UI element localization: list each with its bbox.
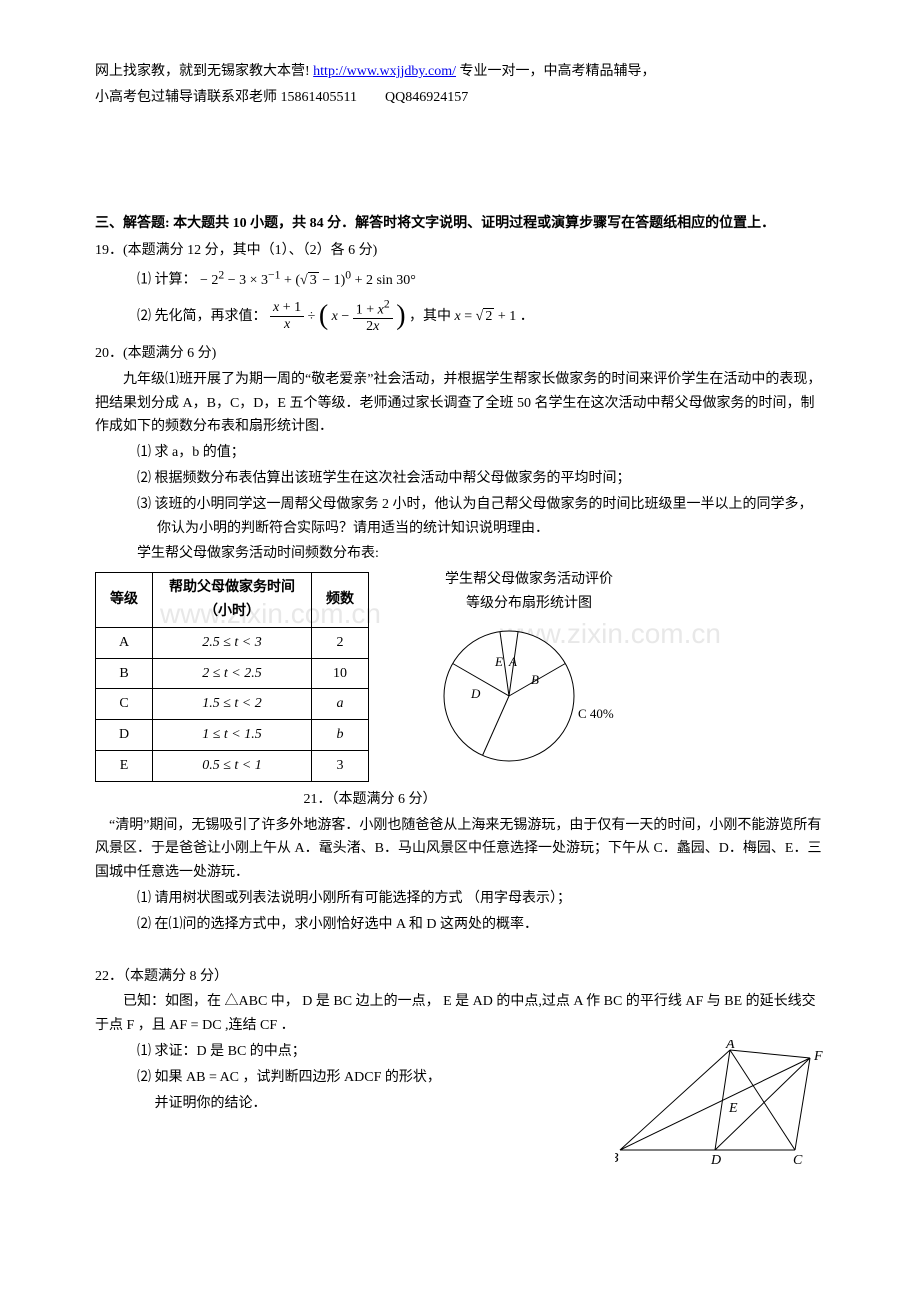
q20-body: 九年级⑴班开展了为期一周的“敬老爱亲”社会活动，并根据学生帮家长做家务的时间来评…	[95, 368, 825, 439]
header-link[interactable]: http://www.wxjjdby.com/	[313, 64, 456, 79]
svg-text:C 40%: C 40%	[578, 706, 614, 721]
q21-s1: ⑴ 请用树状图或列表法说明小刚所有可能选择的方式 （用字母表示）；	[95, 887, 825, 911]
svg-text:D: D	[710, 1153, 721, 1165]
q19-head: 19．(本题满分 12 分，其中（1）、（2）各 6 分)	[95, 239, 825, 263]
header-line2: 小高考包过辅导请联系邓老师 15861405511 QQ846924157	[95, 86, 825, 110]
geometry-figure: A F B D C E	[615, 1040, 825, 1165]
header-text-a: 网上找家教，就到无锡家教大本营!	[95, 64, 313, 79]
table-row: E0.5 ≤ t < 13	[96, 751, 369, 782]
svg-text:B: B	[531, 672, 539, 687]
q21-s2: ⑵ 在⑴问的选择方式中，求小刚恰好选中 A 和 D 这两处的概率．	[95, 913, 825, 937]
q21-head: 21．（本题满分 6 分）	[95, 788, 825, 812]
th-time: 帮助父母做家务时间（小时）	[153, 573, 312, 628]
svg-text:E: E	[494, 654, 503, 669]
pie-title2: 等级分布扇形统计图	[429, 592, 629, 616]
svg-text:B: B	[615, 1151, 619, 1165]
q20-s2: ⑵ 根据频数分布表估算出该班学生在这次社会活动中帮父母做家务的平均时间；	[95, 467, 825, 491]
q19-part1: ⑴ 计算： − 22 − 3 × 3−1 + (3 − 1)0 + 2 sin …	[95, 265, 825, 292]
table-row: C1.5 ≤ t < 2a	[96, 689, 369, 720]
th-freq: 频数	[312, 573, 369, 628]
pie-chart: EAB D C 40%	[429, 616, 629, 776]
svg-text:A: A	[508, 654, 517, 669]
q20-table-title: 学生帮父母做家务活动时间频数分布表:	[95, 542, 825, 566]
svg-text:E: E	[728, 1101, 738, 1116]
q20-s1: ⑴ 求 a，b 的值；	[95, 441, 825, 465]
q22-head: 22．（本题满分 8 分）	[95, 965, 825, 989]
q20-s3: ⑶ 该班的小明同学这一周帮父母做家务 2 小时，他认为自己帮父母做家务的时间比班…	[95, 493, 825, 541]
freq-table: 等级 帮助父母做家务时间（小时） 频数 A2.5 ≤ t < 32 B2 ≤ t…	[95, 572, 369, 782]
table-row: D1 ≤ t < 1.5b	[96, 720, 369, 751]
section-title: 三、解答题: 本大题共 10 小题，共 84 分．解答时将文字说明、证明过程或演…	[123, 212, 825, 236]
svg-text:D: D	[470, 686, 481, 701]
svg-text:C: C	[793, 1153, 803, 1165]
q22-body: 已知：如图，在 △ABC 中， D 是 BC 边上的一点， E 是 AD 的中点…	[95, 990, 825, 1038]
svg-text:A: A	[725, 1040, 735, 1052]
table-row: B2 ≤ t < 2.510	[96, 658, 369, 689]
pie-chart-wrap: 学生帮父母做家务活动评价 等级分布扇形统计图 EAB D C 40%	[429, 568, 629, 776]
header-text-b: 专业一对一，中高考精品辅导，	[456, 64, 656, 79]
table-row: A2.5 ≤ t < 32	[96, 627, 369, 658]
pie-title1: 学生帮父母做家务活动评价	[429, 568, 629, 592]
q19-part2: ⑵ 先化简，再求值： x + 1x ÷ ( x − 1 + x22x ) ，其中…	[95, 299, 825, 334]
q21-body: “清明”期间，无锡吸引了许多外地游客．小刚也随爸爸从上海来无锡游玩，由于仅有一天…	[95, 814, 825, 885]
svg-text:F: F	[813, 1049, 823, 1064]
th-grade: 等级	[96, 573, 153, 628]
q20-head: 20．(本题满分 6 分)	[95, 342, 825, 366]
